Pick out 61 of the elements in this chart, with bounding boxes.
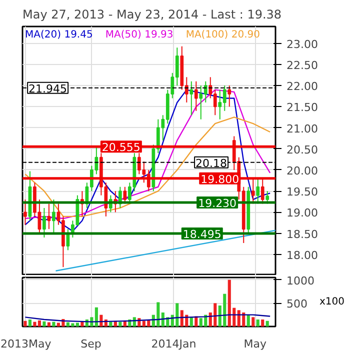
bar — [266, 320, 269, 326]
y-tick-label: 20.00 — [286, 164, 318, 178]
x-tick-label: 2014Jan — [151, 338, 196, 350]
ref-line-label: 19.800 — [200, 172, 240, 186]
candlestick — [251, 178, 255, 204]
bar — [38, 320, 41, 326]
ref-line-label: 20.18 — [196, 156, 228, 170]
bar — [109, 322, 112, 326]
bar — [252, 317, 255, 326]
y-tick-label: 18.50 — [286, 228, 318, 241]
line-series — [24, 314, 271, 322]
y-tick-label: 21.50 — [286, 101, 318, 114]
bar — [52, 322, 56, 326]
y-tick-label: 21.00 — [286, 122, 318, 136]
y-tick-label: 19.00 — [286, 206, 318, 220]
bar — [261, 320, 264, 326]
candlestick — [266, 190, 270, 204]
candlestick — [123, 186, 127, 204]
bar — [33, 322, 36, 326]
candlestick — [194, 80, 198, 112]
bar — [28, 320, 32, 326]
y-tick-label: 1000 — [286, 274, 314, 288]
candlestick — [24, 199, 27, 226]
candlestick — [190, 80, 194, 116]
y-tick-label: 500 — [286, 298, 308, 311]
ref-line-label: 21.945 — [28, 82, 68, 96]
y-tick-label: 23.00 — [286, 38, 318, 51]
bar — [118, 322, 122, 326]
text: MA(100) 20.90 — [186, 30, 260, 40]
bar — [24, 320, 27, 326]
y-axis-title: x100 — [319, 296, 345, 308]
x-tick-label: 2013May — [0, 338, 52, 350]
candlestick — [52, 199, 56, 234]
bar — [246, 314, 250, 326]
y-tick-label: 22.50 — [286, 58, 318, 72]
text: MA(20) 19.45 — [25, 30, 93, 40]
bar — [194, 316, 198, 326]
y-tick-label: 19.50 — [286, 186, 318, 199]
y-tick-label: 20.50 — [286, 143, 318, 156]
y-tick-label: 18.00 — [286, 248, 318, 262]
candlestick — [42, 207, 46, 238]
bar — [42, 321, 46, 326]
ref-line-label: 20.555 — [102, 141, 140, 154]
bar — [94, 307, 98, 326]
candlestick — [228, 85, 232, 108]
bar — [76, 322, 79, 326]
text: MA(50) 19.93 — [105, 30, 174, 40]
bar — [47, 322, 50, 326]
chart-title: May 27, 2013 - May 23, 2014 - Last : 19.38 — [22, 8, 282, 22]
ref-line-label: 19.230 — [198, 196, 237, 210]
ref-line-label: 18.495 — [182, 228, 222, 242]
line-series — [24, 116, 271, 218]
x-tick-label: Sep — [80, 338, 102, 350]
bar — [190, 317, 193, 326]
bar — [256, 320, 260, 326]
bar — [80, 322, 84, 326]
x-tick-label: May — [244, 338, 268, 350]
y-tick-label: 22.00 — [286, 80, 318, 94]
candlestick — [260, 178, 264, 204]
candlestick — [256, 178, 260, 204]
candlestick — [47, 203, 51, 230]
